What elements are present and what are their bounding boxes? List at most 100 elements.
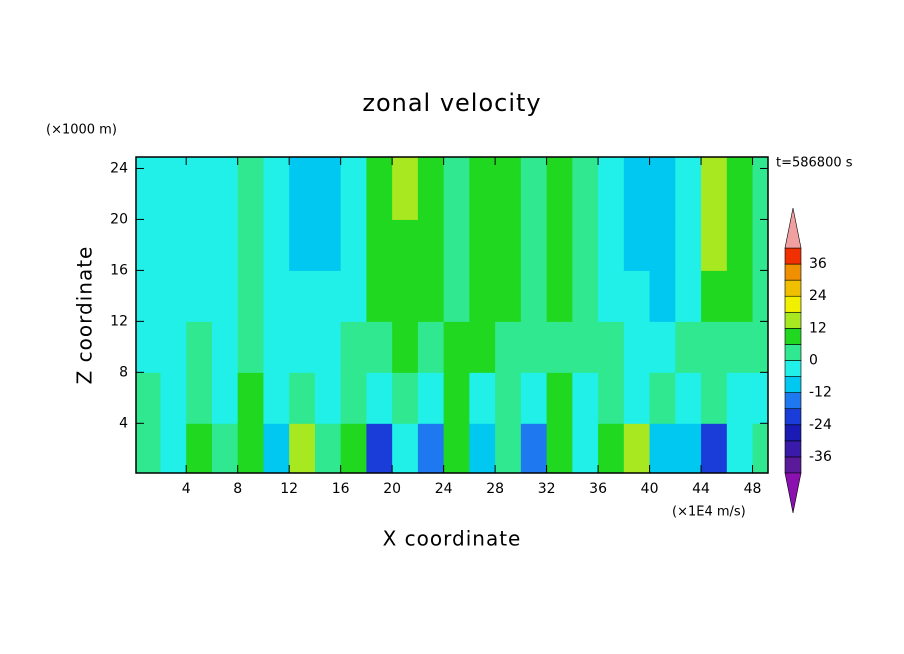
cell [136,321,161,373]
cell [495,219,522,271]
cell [572,157,599,220]
cell [186,321,213,373]
cell [340,270,367,322]
cell [186,219,213,271]
cell [572,219,599,271]
cell [443,219,470,271]
cell [520,157,548,220]
cell [289,321,316,373]
colorbar-bin [784,408,802,426]
colorbar-bin [784,311,802,329]
cell [160,219,187,271]
cell [546,321,573,373]
cell [469,321,496,373]
cell [752,423,768,473]
cell [314,157,342,220]
cell [136,219,161,271]
cell [598,270,625,322]
cell [546,423,573,473]
cell [392,372,419,424]
cell [340,321,367,373]
cell [675,321,702,373]
cell [366,219,393,271]
cell [623,219,651,271]
cell [237,219,264,271]
x-tick-label: 36 [589,481,607,497]
cell [726,270,754,322]
cell [623,321,651,373]
cell [701,321,728,373]
cell [211,219,239,271]
cell [417,321,445,373]
colorbar-bin [784,360,802,377]
cell [701,423,728,473]
colorbar-bin [784,263,802,281]
cell [263,219,290,271]
y-tick-label: 20 [110,211,128,227]
x-tick-label: 16 [332,481,350,497]
cell [237,157,264,220]
cell [160,270,187,322]
cell [572,423,599,473]
cell [340,372,367,424]
cell [314,372,342,424]
cell [186,423,213,473]
colorbar-bin [784,440,802,458]
cell [469,270,496,322]
cell [623,157,651,220]
cell [546,157,573,220]
cell [752,219,768,271]
cell [136,157,161,220]
cell [443,270,470,322]
colorbar-tick-label: 0 [809,353,818,369]
x-tick-label: 8 [233,481,242,497]
cell [649,372,676,424]
cell [160,321,187,373]
cell [237,321,264,373]
cell [572,372,599,424]
cell [366,372,393,424]
plot-frame [135,156,769,474]
colorbar-tick-label: 12 [809,320,827,336]
cell [443,372,470,424]
cell [495,321,522,373]
cell [237,423,264,473]
cell [675,219,702,271]
x-tick-label: 44 [692,481,710,497]
cell [469,219,496,271]
cell [263,157,290,220]
cell [211,321,239,373]
cell [752,321,768,373]
cell [186,157,213,220]
cell [495,423,522,473]
cell [443,321,470,373]
cell [136,270,161,322]
cell [649,157,676,220]
cell [417,372,445,424]
cell [237,372,264,424]
y-tick-label: 16 [110,262,128,278]
cell [726,157,754,220]
cell [495,372,522,424]
cell [211,372,239,424]
cell [495,270,522,322]
cell [520,270,548,322]
cell [263,270,290,322]
cell [417,157,445,220]
cell [136,372,161,424]
cell [289,270,316,322]
x-tick-label: 28 [486,481,504,497]
cell [598,219,625,271]
cell [726,423,754,473]
cell [623,270,651,322]
cell [186,372,213,424]
chart-title: zonal velocity [362,89,541,117]
cell [186,270,213,322]
cell [701,219,728,271]
x-tick-label: 40 [641,481,659,497]
cell [160,157,187,220]
x-tick-label: 24 [435,481,453,497]
cell [726,321,754,373]
colorbar-bin [784,328,802,345]
cell [289,372,316,424]
